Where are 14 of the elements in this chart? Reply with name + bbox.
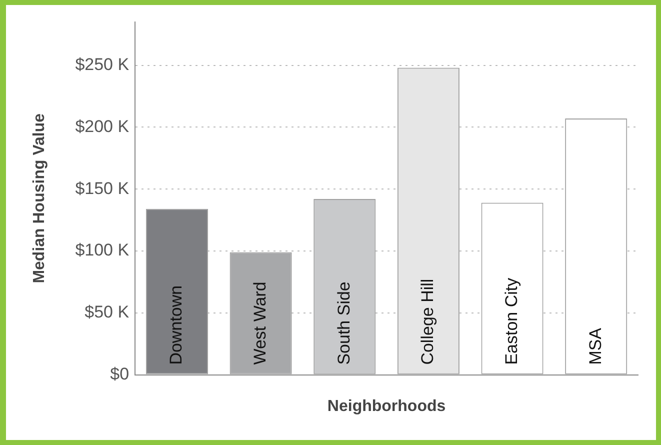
x-axis-title: Neighborhoods — [327, 398, 446, 415]
x-tick-label: Downtown — [166, 285, 186, 365]
x-tick-label: South Side — [334, 282, 354, 365]
x-tick-label: West Ward — [250, 282, 270, 365]
y-tick-label: $250 K — [75, 55, 130, 74]
y-tick-label: $150 K — [75, 178, 130, 198]
x-tick-label: Easton City — [502, 277, 521, 365]
y-tick-label: $100 K — [75, 240, 130, 260]
y-tick-label: $0 — [110, 364, 130, 384]
x-tick-label: College Hill — [418, 278, 438, 365]
x-tick-label: MSA — [586, 327, 605, 365]
y-axis-title: Median Housing Value — [31, 113, 48, 284]
y-tick-label: $200 K — [75, 116, 130, 136]
y-tick-label: $50 K — [84, 302, 130, 322]
